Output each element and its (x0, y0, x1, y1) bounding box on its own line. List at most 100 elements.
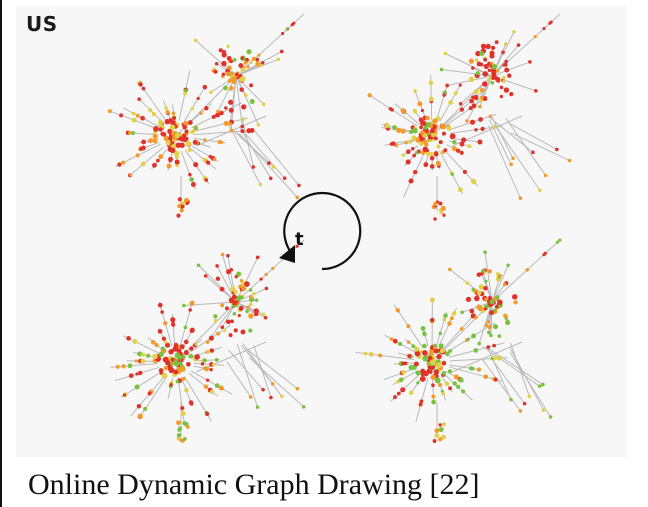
graph-node (465, 296, 472, 302)
graph-edge (491, 265, 509, 303)
graph-node (204, 106, 209, 111)
graph-top-right-drawing (367, 13, 572, 221)
graph-node (408, 139, 413, 144)
graph-node (168, 367, 175, 374)
graph-node (433, 343, 437, 348)
graph-node (220, 325, 225, 329)
graph-node (208, 154, 212, 159)
graph-node (215, 276, 221, 281)
graph-node (238, 305, 244, 311)
graph-node (458, 101, 463, 106)
graph-node (228, 333, 233, 338)
graph-node (431, 383, 435, 388)
graph-node (271, 266, 275, 271)
graph-node (206, 160, 211, 165)
graph-node (138, 370, 143, 376)
graph-nodes (367, 20, 572, 221)
graph-node (493, 377, 498, 382)
graph-node (422, 331, 427, 336)
graph-node (483, 250, 487, 254)
graph-node (248, 328, 253, 333)
graph-edge (493, 124, 541, 191)
graph-node (465, 119, 469, 123)
graph-edge (482, 346, 540, 387)
graph-node (482, 71, 488, 77)
graph-node (424, 142, 429, 147)
graph-node (285, 27, 289, 31)
graph-node (152, 131, 157, 136)
graph-node (140, 145, 146, 151)
graph-node (172, 345, 179, 352)
graph-node (431, 399, 437, 405)
graph-node (160, 131, 165, 136)
graph-node (169, 124, 176, 131)
graph-node (393, 395, 397, 400)
graph-node (449, 316, 454, 321)
graph-node (440, 123, 446, 130)
graph-node (218, 385, 224, 391)
graph-node (443, 148, 448, 152)
graph-node (213, 314, 218, 319)
graph-node (420, 368, 426, 374)
graph-node (136, 404, 142, 409)
graph-node (487, 77, 491, 82)
graph-node (487, 68, 492, 73)
graph-node (194, 126, 199, 131)
graph-node (486, 345, 491, 349)
graph-node (219, 286, 225, 292)
graph-node (438, 331, 443, 336)
graph-node (567, 158, 572, 163)
graph-node (531, 150, 535, 155)
graph-node (209, 367, 213, 372)
graph-node (249, 128, 255, 133)
graph-node (240, 124, 245, 129)
graph-node (161, 336, 167, 341)
graph-node (436, 353, 442, 360)
graph-node (516, 43, 521, 47)
graph-node (239, 278, 244, 283)
graph-node (491, 63, 498, 70)
graph-node (477, 139, 483, 145)
graph-edge (510, 132, 570, 161)
graph-node (177, 204, 182, 209)
graph-node (226, 55, 232, 61)
graph-node (418, 117, 424, 123)
graph-node (423, 162, 429, 168)
graph-edge (491, 61, 531, 77)
graph-edge (509, 351, 552, 418)
graph-node (401, 153, 405, 157)
graph-node (160, 310, 164, 314)
graph-node (238, 76, 245, 83)
graph-node (441, 391, 446, 396)
graph-node (182, 437, 187, 441)
graph-node (193, 162, 199, 168)
graph-edge (238, 133, 298, 198)
graph-node (503, 42, 508, 46)
graph-node (243, 60, 248, 65)
graph-node (432, 439, 437, 443)
graph-node (479, 51, 485, 57)
graph-node (483, 374, 489, 380)
graph-edge (254, 130, 300, 186)
graph-node (415, 137, 421, 143)
graph-node (131, 117, 137, 123)
graph-node (503, 87, 510, 93)
graph-node (447, 267, 452, 272)
graph-edge (236, 344, 259, 408)
graph-node (528, 60, 532, 64)
graph-node (205, 340, 210, 344)
graph-node (502, 79, 506, 83)
graph-node (249, 295, 253, 299)
graph-node (459, 150, 464, 155)
graph-node (209, 90, 213, 94)
graph-edge (179, 300, 194, 347)
graph-node (194, 342, 198, 346)
graph-node (140, 358, 146, 364)
graph-node (480, 95, 484, 100)
graph-node (239, 87, 244, 92)
graph-node (158, 127, 163, 132)
graph-node (444, 381, 450, 386)
graph-node (443, 51, 448, 56)
graph-node (260, 60, 265, 65)
graph-node (429, 124, 434, 128)
